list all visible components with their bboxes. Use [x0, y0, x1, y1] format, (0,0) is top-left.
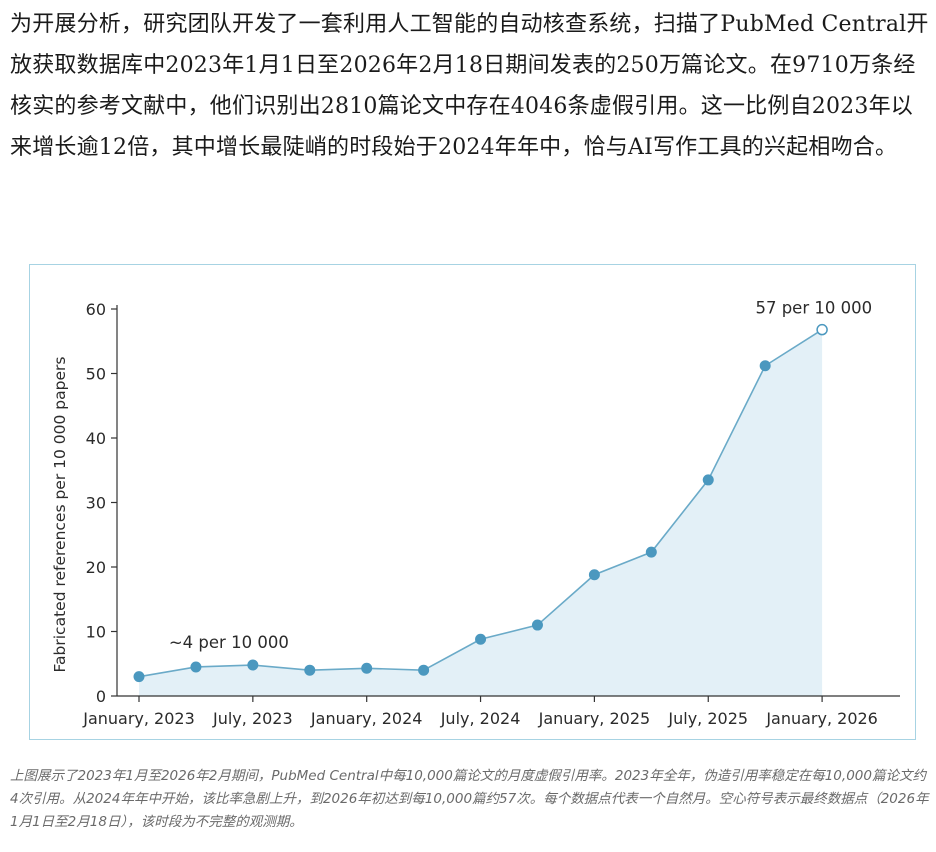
x-tick-label: July, 2025 [667, 709, 748, 728]
y-axis-title: Fabricated references per 10 000 papers [51, 357, 69, 673]
x-tick-label: January, 2025 [538, 709, 651, 728]
y-tick-label: 10 [86, 623, 106, 642]
data-point [304, 664, 316, 676]
y-tick-label: 0 [96, 687, 106, 706]
y-tick-label: 50 [86, 365, 106, 384]
data-point [247, 659, 259, 671]
area-layer [139, 329, 823, 696]
y-tick-label: 30 [86, 494, 106, 513]
chart-frame: 0 10 20 30 40 50 60 January, 2023 July, 2023 Janu… [29, 264, 916, 740]
data-point [531, 619, 543, 631]
annotation-label: 57 per 10 000 [755, 299, 872, 318]
data-point-open [816, 323, 828, 336]
x-tick-label: January, 2026 [765, 709, 878, 728]
data-point [645, 546, 657, 558]
intro-paragraph: 为开展分析，研究团队开发了一套利用人工智能的自动核查系统，扫描了PubMed C… [10, 12, 929, 160]
data-point [361, 662, 373, 674]
x-tick-label: July, 2023 [212, 709, 293, 728]
data-point [475, 633, 487, 645]
area-fill [139, 329, 823, 696]
x-tick-label: July, 2024 [440, 709, 521, 728]
y-tick-label: 40 [86, 429, 106, 448]
data-point [133, 671, 145, 683]
label-layer: ~4 per 10 000 57 per 10 000 [169, 299, 872, 652]
y-tick-label: 60 [86, 300, 106, 319]
axis-layer: 0 10 20 30 40 50 60 January, 2023 July, 2023 Janu… [51, 300, 900, 728]
fabricated-references-chart: 0 10 20 30 40 50 60 January, 2023 July, 2023 Janu… [51, 299, 900, 728]
data-point [588, 569, 600, 581]
data-point [759, 360, 771, 372]
point-layer [133, 323, 828, 683]
x-tick-label: January, 2024 [310, 709, 423, 728]
figure-caption: 上图展示了2023年1月至2026年2月期间，PubMed Central中每1… [10, 768, 929, 830]
data-point [418, 664, 430, 676]
y-tick-label: 20 [86, 558, 106, 577]
data-point [702, 474, 714, 486]
annotation-label: ~4 per 10 000 [169, 633, 289, 652]
data-point [190, 661, 202, 673]
x-tick-label: January, 2023 [82, 709, 195, 728]
